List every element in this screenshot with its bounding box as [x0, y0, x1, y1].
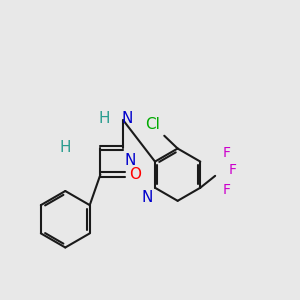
- Text: F: F: [229, 163, 236, 177]
- Text: H: H: [98, 111, 110, 126]
- Text: F: F: [223, 183, 231, 197]
- Text: N: N: [125, 153, 136, 168]
- Text: N: N: [122, 111, 133, 126]
- Text: Cl: Cl: [145, 117, 160, 132]
- Text: N: N: [141, 190, 153, 205]
- Text: H: H: [60, 140, 71, 155]
- Text: F: F: [223, 146, 231, 160]
- Text: O: O: [129, 167, 141, 182]
